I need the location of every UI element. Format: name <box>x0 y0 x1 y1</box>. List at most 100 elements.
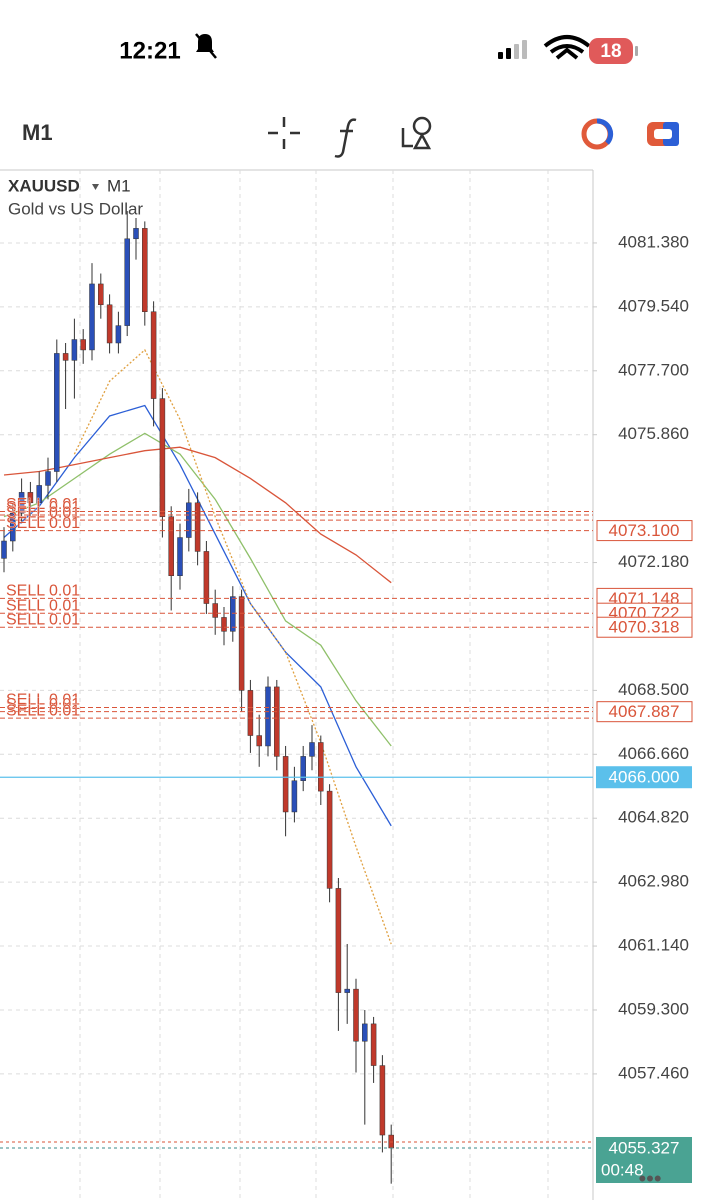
bid-tag-text: 4055.327 <box>609 1138 680 1157</box>
candle-body <box>230 596 236 632</box>
candle-body <box>71 339 78 361</box>
bid-tag <box>596 1136 692 1183</box>
order-label: SELL 0.01 <box>6 515 80 532</box>
order-price-tag <box>596 701 693 723</box>
candle-body <box>318 742 324 792</box>
candle-body <box>159 398 166 517</box>
candle-body <box>221 617 227 632</box>
trade-button[interactable] <box>647 122 679 146</box>
price-label: 4081.380 <box>618 232 689 251</box>
candle-body <box>142 228 148 312</box>
order-label: SELL 0.01 <box>6 696 80 713</box>
order-label: SELL 0.01 <box>6 597 80 614</box>
candle-body <box>18 492 25 514</box>
candle-body <box>62 353 69 361</box>
clock: 12:21 <box>119 37 180 64</box>
price-axis: 4081.380 4079.540 4077.700 4075.860 4072.180… <box>593 232 693 1183</box>
order-price-text: 4073.100 <box>609 521 680 540</box>
candle-body <box>177 537 183 576</box>
candle-body <box>274 686 280 757</box>
candle-body <box>247 690 254 736</box>
order-label: SELL 0.01 <box>6 611 80 628</box>
battery-level: 18 <box>600 41 621 62</box>
battery-tip <box>635 46 638 56</box>
order-price-text: 4067.887 <box>609 702 680 721</box>
chart-timeframe: M1 <box>107 176 131 195</box>
order-label: SELL 0.01 <box>6 496 80 513</box>
price-label: 4059.300 <box>618 999 689 1018</box>
moving-average <box>73 348 392 945</box>
candle-body <box>1 540 7 559</box>
candle-body <box>362 1023 368 1042</box>
symbol-dropdown[interactable] <box>92 184 99 190</box>
mute-slash <box>195 33 217 59</box>
candle-body <box>370 1023 377 1066</box>
order-label: SELL 0.01 <box>6 504 80 521</box>
more-dots[interactable]: ••• <box>638 1166 661 1191</box>
order-price-tag <box>596 520 693 542</box>
price-label: 4062.980 <box>618 872 689 891</box>
price-label: 4072.180 <box>618 552 689 571</box>
symbol: XAUUSD <box>8 176 80 195</box>
price-label: 4064.820 <box>618 808 689 827</box>
candle-body <box>45 471 51 486</box>
candle-body <box>54 353 60 472</box>
candle-body <box>379 1065 386 1136</box>
candle-body <box>98 283 104 306</box>
alert-tag-text: 4066.000 <box>609 768 680 787</box>
candle-body <box>124 238 130 326</box>
candle-body <box>89 283 95 351</box>
price-label: 4077.700 <box>618 360 689 379</box>
order-label: SELL 0.01 <box>6 702 80 719</box>
order-label: SELL 0.01 <box>6 583 80 600</box>
candle-body <box>36 485 42 504</box>
candle-body <box>212 603 218 618</box>
price-label: 4061.140 <box>618 936 689 955</box>
order-price-text: 4070.318 <box>609 618 680 637</box>
candle-body <box>80 339 86 351</box>
candle-body <box>115 325 122 344</box>
order-price-tag <box>596 616 693 638</box>
countdown: 00:48 <box>601 1160 644 1179</box>
candle-body <box>238 596 245 691</box>
candle-body <box>335 888 342 993</box>
candle-body <box>353 988 359 1042</box>
battery <box>589 38 633 64</box>
price-label: 4057.460 <box>618 1063 689 1082</box>
price-label: 4075.860 <box>618 424 689 443</box>
order-label: SELL 0.01 <box>6 692 80 709</box>
candle-body <box>344 988 350 993</box>
candle-body <box>133 228 139 240</box>
candle-body <box>300 756 306 781</box>
indicators-button[interactable] <box>334 118 357 158</box>
candle-body <box>194 502 201 552</box>
candle-body <box>326 790 333 889</box>
vertical-grid <box>79 170 549 1200</box>
moving-average <box>3 446 392 584</box>
symbol-description: Gold vs US Dollar <box>8 199 143 218</box>
signal-icon <box>498 40 527 59</box>
alert-tag <box>596 766 692 789</box>
candle-body <box>203 551 210 604</box>
moving-average <box>3 432 392 747</box>
crosshair-button[interactable] <box>268 117 300 149</box>
candle-body <box>265 686 271 747</box>
objects-button[interactable] <box>401 116 432 150</box>
chart-type-button[interactable] <box>581 118 614 150</box>
price-label: 4068.500 <box>618 680 689 699</box>
candle-body <box>168 516 174 576</box>
candle-body <box>256 735 262 747</box>
candle-body <box>309 742 315 757</box>
price-label: 4066.660 <box>618 744 689 763</box>
candle-body <box>282 756 289 813</box>
candle-body <box>291 780 298 813</box>
timeframe-button[interactable]: M1 <box>22 120 53 145</box>
wifi-icon <box>543 35 591 60</box>
candle-body <box>150 311 157 399</box>
order-label: SELL 0.01 <box>6 499 80 516</box>
candle-body <box>106 304 113 344</box>
candle-body <box>27 492 34 504</box>
